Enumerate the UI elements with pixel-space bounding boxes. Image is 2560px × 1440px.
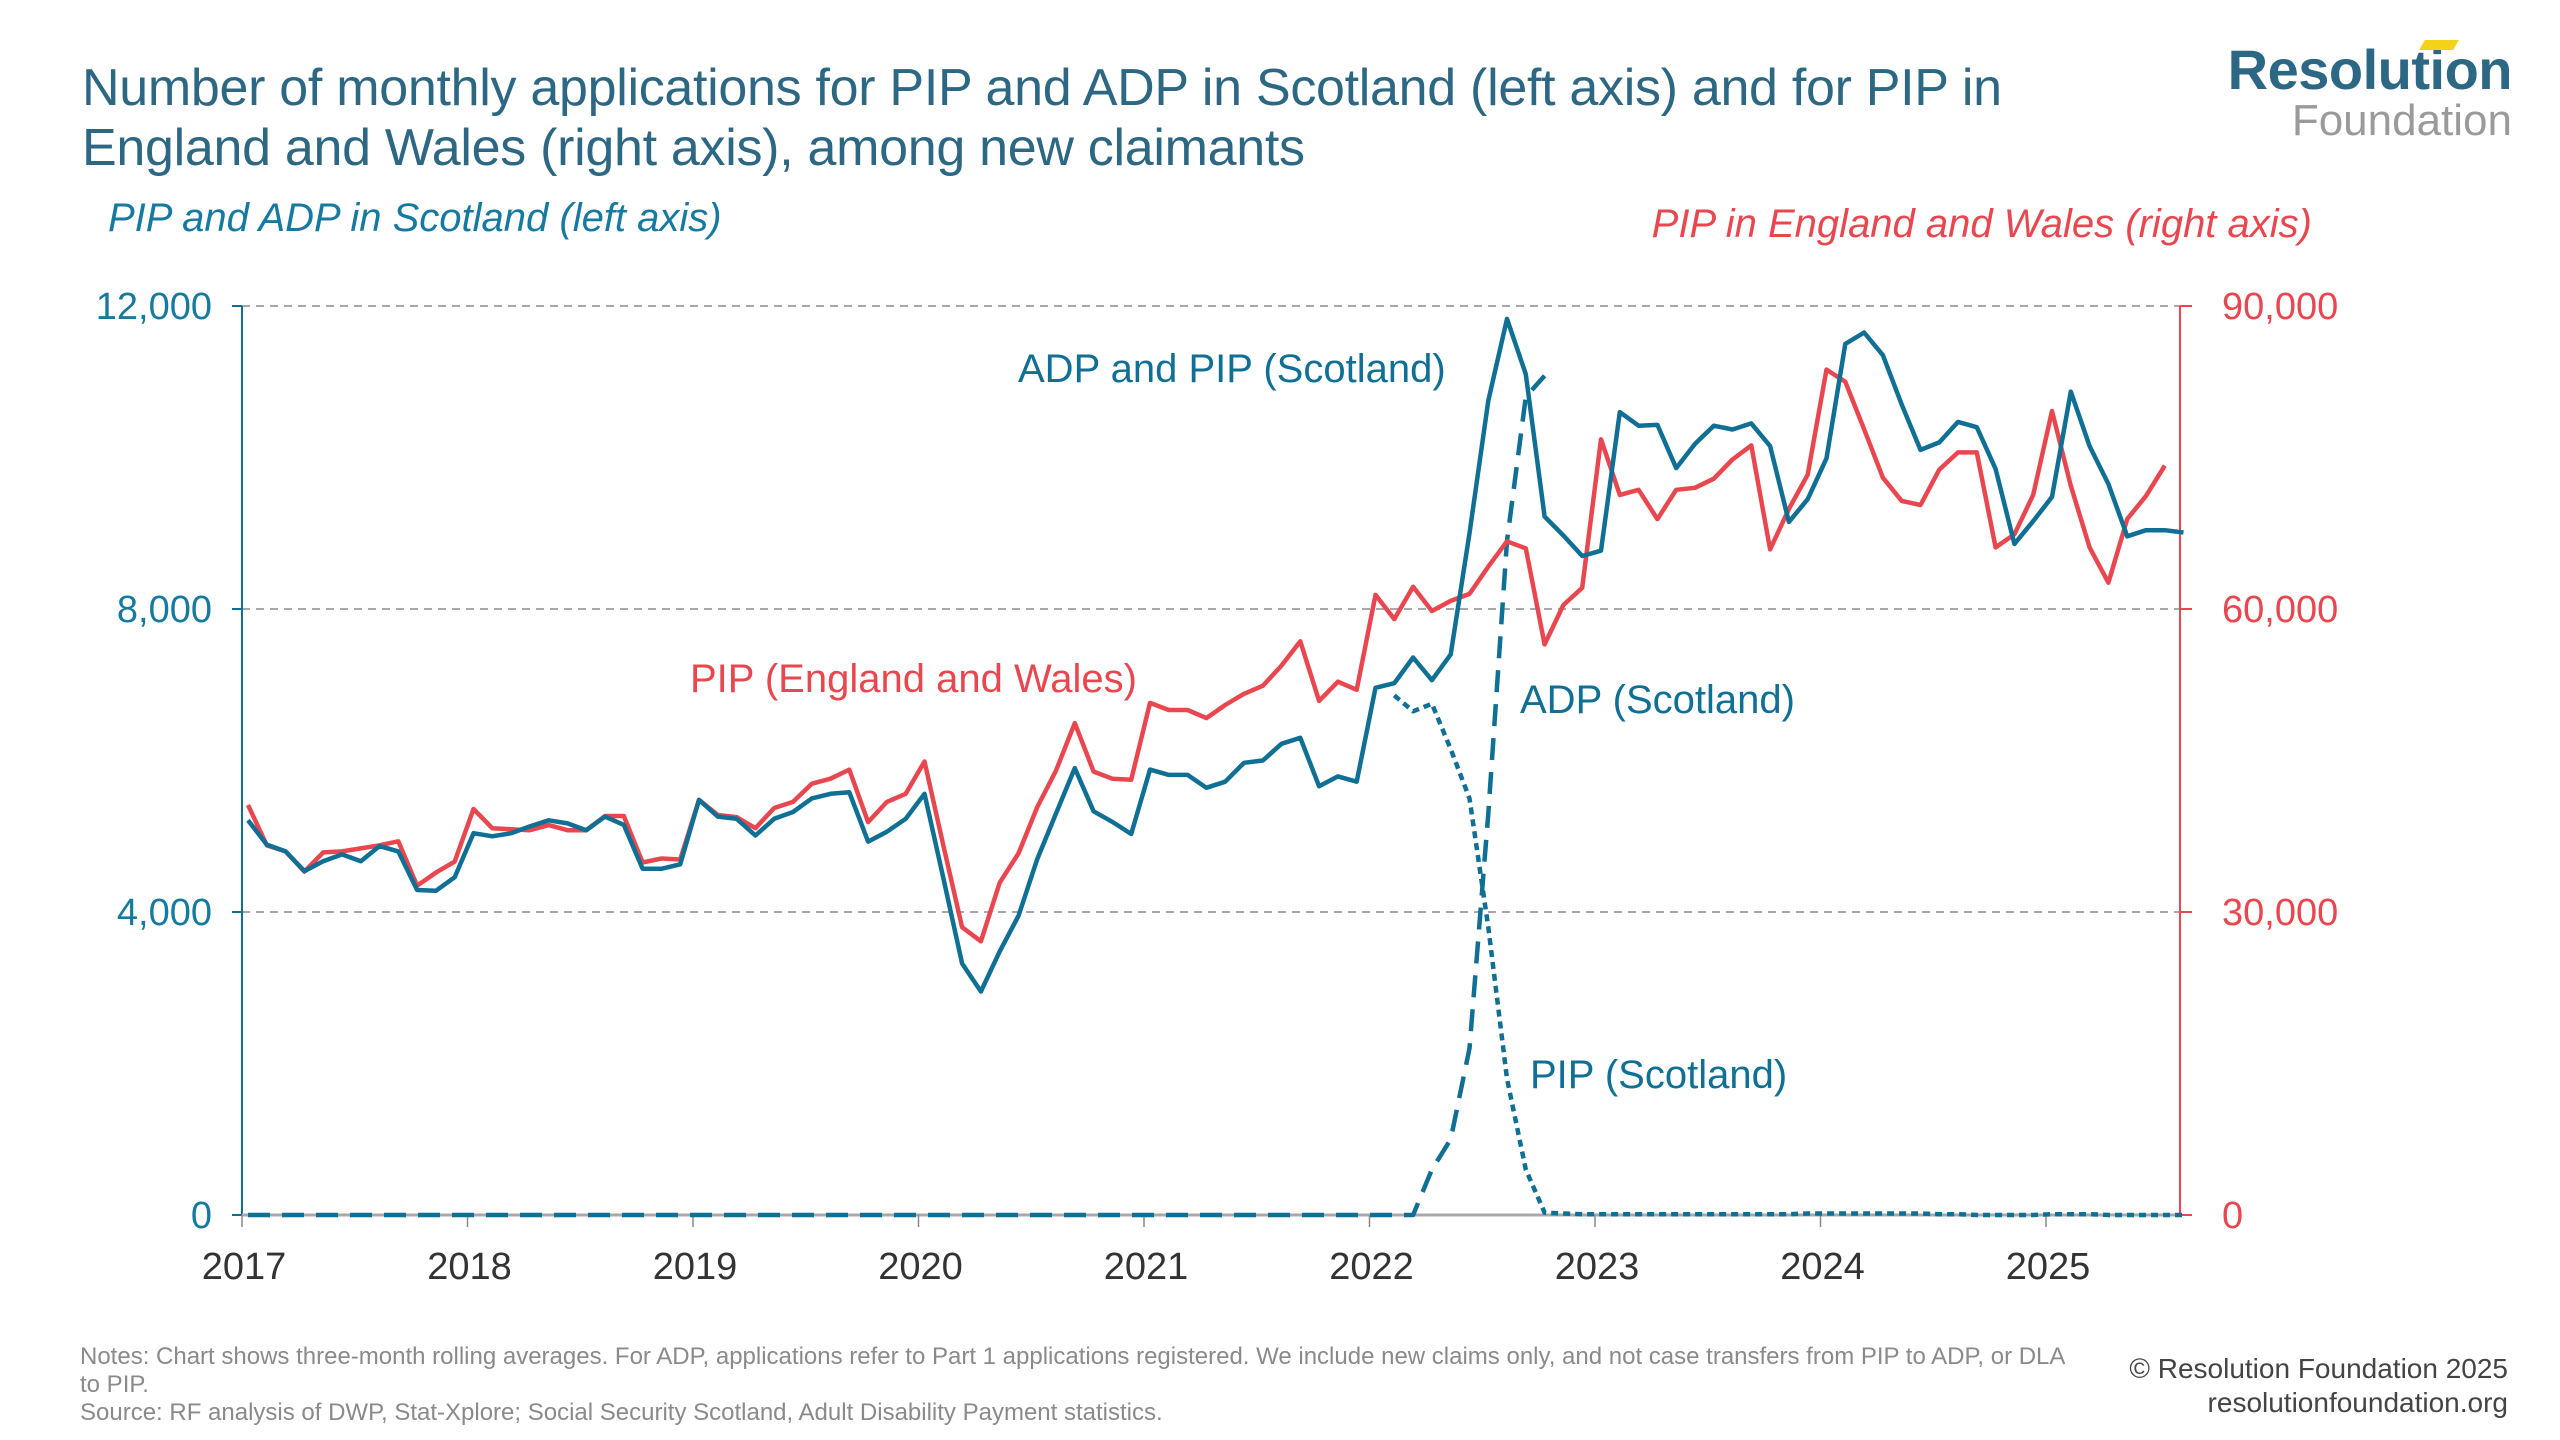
series-adp-scotland [248, 374, 1547, 1218]
x-tick-label: 2021 [1104, 1246, 1189, 1288]
right-tick-label: 60,000 [2222, 589, 2338, 631]
source-text: Source: RF analysis of DWP, Stat-Xplore;… [80, 1399, 1163, 1426]
credit-block: © Resolution Foundation 2025 resolutionf… [2129, 1352, 2508, 1420]
x-tick-label: 2022 [1329, 1246, 1414, 1288]
left-axis-title: PIP and ADP in Scotland (left axis) [108, 196, 722, 240]
chart-notes: Notes: Chart shows three-month rolling a… [80, 1343, 2070, 1427]
resolution-foundation-logo: Resolution Foundation [2228, 40, 2513, 145]
series-lines [245, 316, 2184, 1218]
logo-wordmark-top: Resolution [2228, 40, 2513, 98]
annotation-pip-england-wales: PIP (England and Wales) [690, 657, 1137, 701]
right-tick-label: 0 [2222, 1195, 2243, 1237]
series-pip-england-and-wales [245, 367, 2167, 944]
copyright-text: © Resolution Foundation 2025 [2129, 1353, 2508, 1384]
logo-text-resolution: Resolution [2227, 38, 2513, 101]
right-axis-title: PIP in England and Wales (right axis) [1651, 202, 2312, 246]
left-tick-label: 8,000 [117, 589, 212, 631]
x-tick-label: 2024 [1780, 1246, 1865, 1288]
annotation-adp-scotland: ADP (Scotland) [1520, 678, 1795, 722]
right-tick-label: 30,000 [2222, 892, 2338, 934]
x-tick-label: 2019 [653, 1246, 738, 1288]
x-tick-label: 2025 [2006, 1246, 2091, 1288]
website-link[interactable]: resolutionfoundation.org [2207, 1387, 2508, 1418]
series-adp-and-pip-scotland [246, 316, 2184, 994]
annotation-pip-scotland: PIP (Scotland) [1530, 1053, 1787, 1097]
annotation-adp-and-pip-scotland: ADP and PIP (Scotland) [1018, 347, 1446, 391]
x-tick-label: 2023 [1555, 1246, 1640, 1288]
tick-labels: 0 4,000 8,000 12,000 0 30,000 60,000 90,000 2017… [96, 286, 2338, 1288]
x-tick-label: 2018 [427, 1246, 512, 1288]
left-tick-label: 4,000 [117, 892, 212, 934]
series-pip-scotland [1392, 693, 2184, 1218]
chart-title: Number of monthly applications for PIP a… [82, 59, 2002, 177]
gridlines [242, 305, 2180, 913]
axes [232, 305, 2192, 1227]
series-annotations: ADP and PIP (Scotland) PIP (England and … [690, 347, 1795, 1097]
left-tick-label: 12,000 [96, 286, 212, 328]
right-tick-label: 90,000 [2222, 286, 2338, 328]
notes-text: Notes: Chart shows three-month rolling a… [80, 1343, 2065, 1398]
left-tick-label: 0 [191, 1195, 212, 1237]
x-tick-label: 2017 [202, 1246, 287, 1288]
logo-text-foundation: Foundation [2291, 96, 2512, 145]
x-tick-label: 2020 [878, 1246, 963, 1288]
